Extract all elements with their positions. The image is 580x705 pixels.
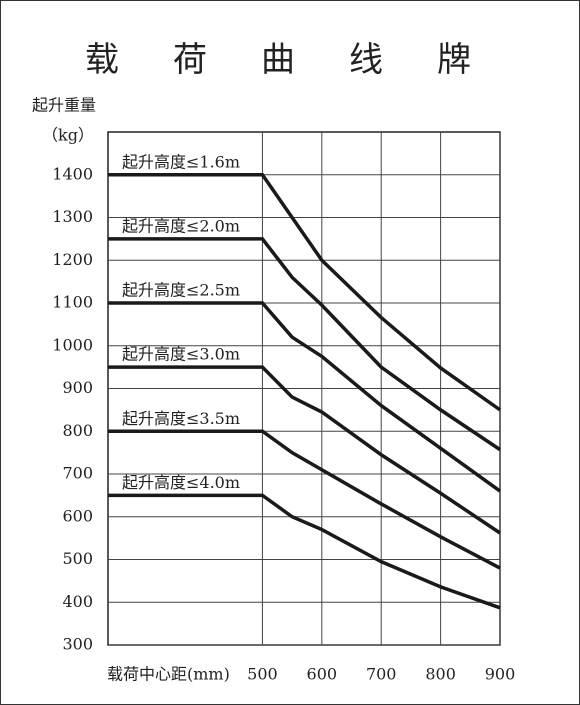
load-curve bbox=[108, 493, 501, 610]
y-tick-label: 1300 bbox=[52, 207, 93, 226]
curve-label: 起升高度≤2.5m bbox=[122, 281, 240, 300]
curve-label: 起升高度≤2.0m bbox=[122, 216, 240, 235]
load-curve bbox=[108, 301, 502, 493]
curve-label: 起升高度≤1.6m bbox=[122, 152, 240, 171]
load-curve bbox=[108, 237, 501, 452]
y-tick-label: 600 bbox=[62, 506, 93, 525]
chart-title: 载荷曲线牌 bbox=[85, 40, 525, 80]
x-tick-label: 500 bbox=[247, 665, 278, 684]
curve-label: 起升高度≤3.0m bbox=[122, 345, 240, 364]
load-curve bbox=[108, 429, 501, 570]
load-curve bbox=[108, 173, 502, 412]
curve-label: 起升高度≤3.5m bbox=[122, 409, 240, 428]
load-curve bbox=[108, 365, 501, 535]
x-tick-label: 700 bbox=[366, 665, 397, 684]
x-tick-label: 600 bbox=[307, 665, 338, 684]
y-axis-label: 起升重量 bbox=[32, 96, 96, 115]
x-tick-label: 800 bbox=[425, 665, 456, 684]
y-tick-label: 1000 bbox=[52, 335, 93, 354]
y-tick-label: 500 bbox=[62, 549, 93, 568]
x-axis-label: 载荷中心距(mm) bbox=[107, 665, 230, 684]
y-tick-label: 700 bbox=[62, 464, 93, 483]
y-tick-label: 1100 bbox=[52, 293, 93, 312]
y-tick-label: 1400 bbox=[52, 164, 93, 183]
y-tick-label: 800 bbox=[62, 421, 93, 440]
curve-label: 起升高度≤4.0m bbox=[122, 473, 240, 492]
y-tick-label: 400 bbox=[62, 592, 93, 611]
y-axis-unit: （kg） bbox=[42, 126, 94, 145]
x-tick-label: 900 bbox=[485, 665, 516, 684]
y-tick-label: 900 bbox=[62, 378, 93, 397]
y-tick-label: 1200 bbox=[52, 250, 93, 269]
y-tick-label: 300 bbox=[62, 635, 93, 654]
